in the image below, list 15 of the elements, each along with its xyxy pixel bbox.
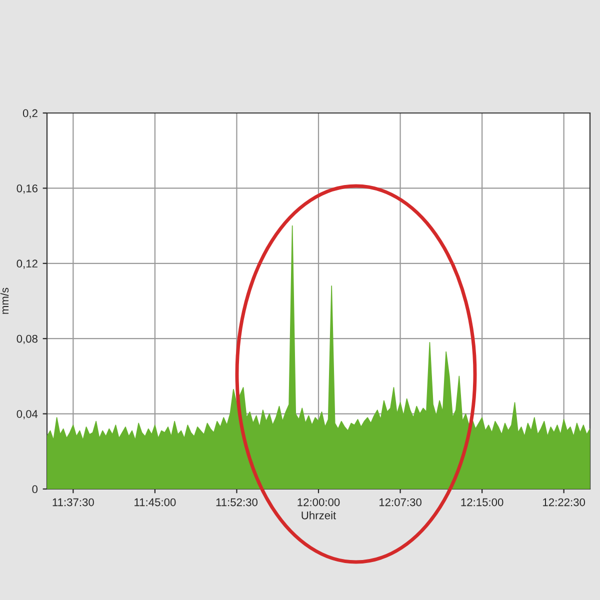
x-tick-label: 12:07:30 [380, 498, 422, 506]
y-tick-label: 0,12 [16, 260, 38, 269]
y-tick-label: 0,08 [16, 334, 38, 344]
x-tick-label: 11:37:30 [52, 498, 94, 506]
y-tick-label: 0,04 [16, 410, 38, 420]
x-tick-label: 12:15:00 [461, 498, 504, 506]
x-tick-label: 12:00:00 [298, 498, 340, 506]
y-tick-label: 0,16 [16, 184, 38, 194]
y-axis-title: mm/s [0, 288, 9, 314]
x-tick-label: 12:22:30 [543, 498, 586, 506]
y-tick-label: 0 [32, 485, 38, 494]
x-tick-label: 11:45:00 [134, 498, 176, 506]
x-axis-title: Uhrzeit [302, 511, 336, 520]
y-tick-label: 0,2 [22, 109, 38, 118]
x-tick-label: 11:52:30 [216, 498, 258, 506]
